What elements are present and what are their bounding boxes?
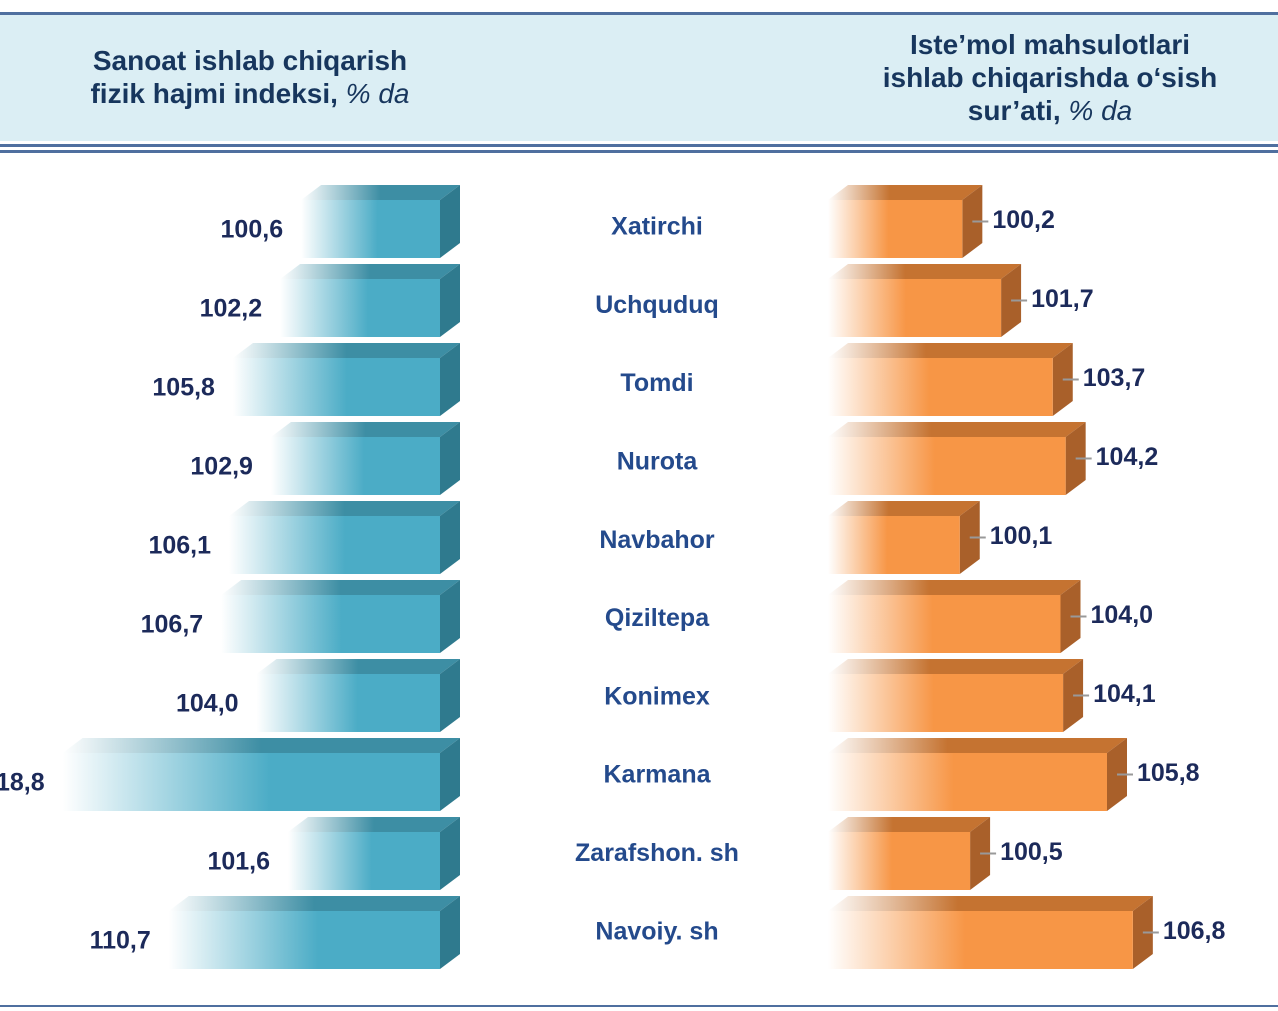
- bar-top: [828, 501, 980, 516]
- bar: [828, 437, 1066, 495]
- bar: [828, 911, 1133, 969]
- title-unit: % da: [345, 78, 410, 109]
- value-label: 104,0: [176, 690, 239, 718]
- category-label: Qiziltepa: [605, 604, 710, 632]
- bar-top: [221, 580, 460, 595]
- category-label: Zarafshon. sh: [575, 839, 739, 867]
- bar-top: [301, 185, 460, 200]
- category-label: Navbahor: [599, 526, 715, 554]
- bar: [256, 674, 440, 732]
- value-label: 104,2: [1096, 443, 1159, 471]
- value-label: 102,9: [190, 453, 253, 481]
- title-unit: % da: [1068, 95, 1133, 126]
- value-label: 101,6: [207, 848, 270, 876]
- value-label: 104,1: [1093, 680, 1156, 708]
- value-label: 106,8: [1163, 917, 1226, 945]
- bar-top: [828, 185, 983, 200]
- bar: [828, 358, 1053, 416]
- value-label: 100,6: [221, 216, 284, 244]
- category-label: Navoiy. sh: [595, 917, 718, 945]
- bar: [221, 595, 440, 653]
- bar: [229, 516, 440, 574]
- bar-top: [828, 264, 1022, 279]
- value-label: 106,7: [141, 611, 204, 639]
- category-label: Nurota: [617, 448, 699, 476]
- bar-side: [440, 817, 460, 890]
- bar: [828, 674, 1064, 732]
- title-text: Iste’mol mahsulotlari ishlab chiqarishda…: [882, 29, 1218, 126]
- value-label: 104,0: [1091, 601, 1154, 629]
- bar: [168, 911, 441, 969]
- bar: [232, 358, 440, 416]
- value-label: 110,7: [90, 927, 151, 955]
- value-label: 100,5: [1000, 838, 1063, 866]
- category-label: Xatirchi: [611, 213, 703, 241]
- bar: [288, 832, 440, 890]
- bar-top: [828, 580, 1081, 595]
- bar-side: [440, 422, 460, 495]
- bar-side: [440, 738, 460, 811]
- category-label: Uchquduq: [595, 291, 719, 319]
- bar-top: [229, 501, 460, 516]
- bar: [280, 279, 440, 337]
- value-label: 100,1: [990, 522, 1053, 550]
- bar-side: [440, 659, 460, 732]
- bar-side: [440, 264, 460, 337]
- bar-top: [256, 659, 460, 674]
- bar-top: [828, 896, 1153, 911]
- value-label: 105,8: [1137, 759, 1200, 787]
- bar: [828, 279, 1002, 337]
- right-title: Iste’mol mahsulotlari ishlab chiqarishda…: [840, 28, 1260, 127]
- bar-top: [270, 422, 460, 437]
- value-label: 103,7: [1083, 364, 1146, 392]
- value-label: 101,7: [1031, 285, 1094, 313]
- bar: [828, 200, 963, 258]
- value-label: 118,8: [0, 769, 45, 797]
- bar-side: [440, 343, 460, 416]
- bar-top: [288, 817, 460, 832]
- bar-side: [440, 501, 460, 574]
- bar-side: [440, 185, 460, 258]
- title-text: Sanoat ishlab chiqarish fizik hajmi inde…: [90, 45, 408, 109]
- bar: [62, 753, 440, 811]
- category-label: Karmana: [604, 761, 712, 789]
- bar: [301, 200, 440, 258]
- category-label: Tomdi: [620, 369, 693, 397]
- bar-top: [168, 896, 461, 911]
- bar-top: [232, 343, 460, 358]
- bar-top: [62, 738, 460, 753]
- category-label: Konimex: [604, 682, 710, 710]
- bar: [828, 753, 1107, 811]
- bar: [270, 437, 440, 495]
- value-label: 105,8: [152, 374, 215, 402]
- bar: [828, 516, 960, 574]
- bar-top: [828, 422, 1086, 437]
- bar-top: [828, 817, 991, 832]
- value-label: 102,2: [200, 295, 263, 323]
- bar-top: [828, 659, 1084, 674]
- value-label: 100,2: [992, 206, 1055, 234]
- bar-side: [440, 580, 460, 653]
- left-title: Sanoat ishlab chiqarish fizik hajmi inde…: [40, 44, 460, 110]
- bar-top: [828, 343, 1073, 358]
- bar-top: [828, 738, 1127, 753]
- bar-top: [280, 264, 460, 279]
- bar-side: [440, 896, 460, 969]
- value-label: 106,1: [148, 532, 211, 560]
- bar: [828, 832, 971, 890]
- bar: [828, 595, 1061, 653]
- header-band: [0, 12, 1278, 153]
